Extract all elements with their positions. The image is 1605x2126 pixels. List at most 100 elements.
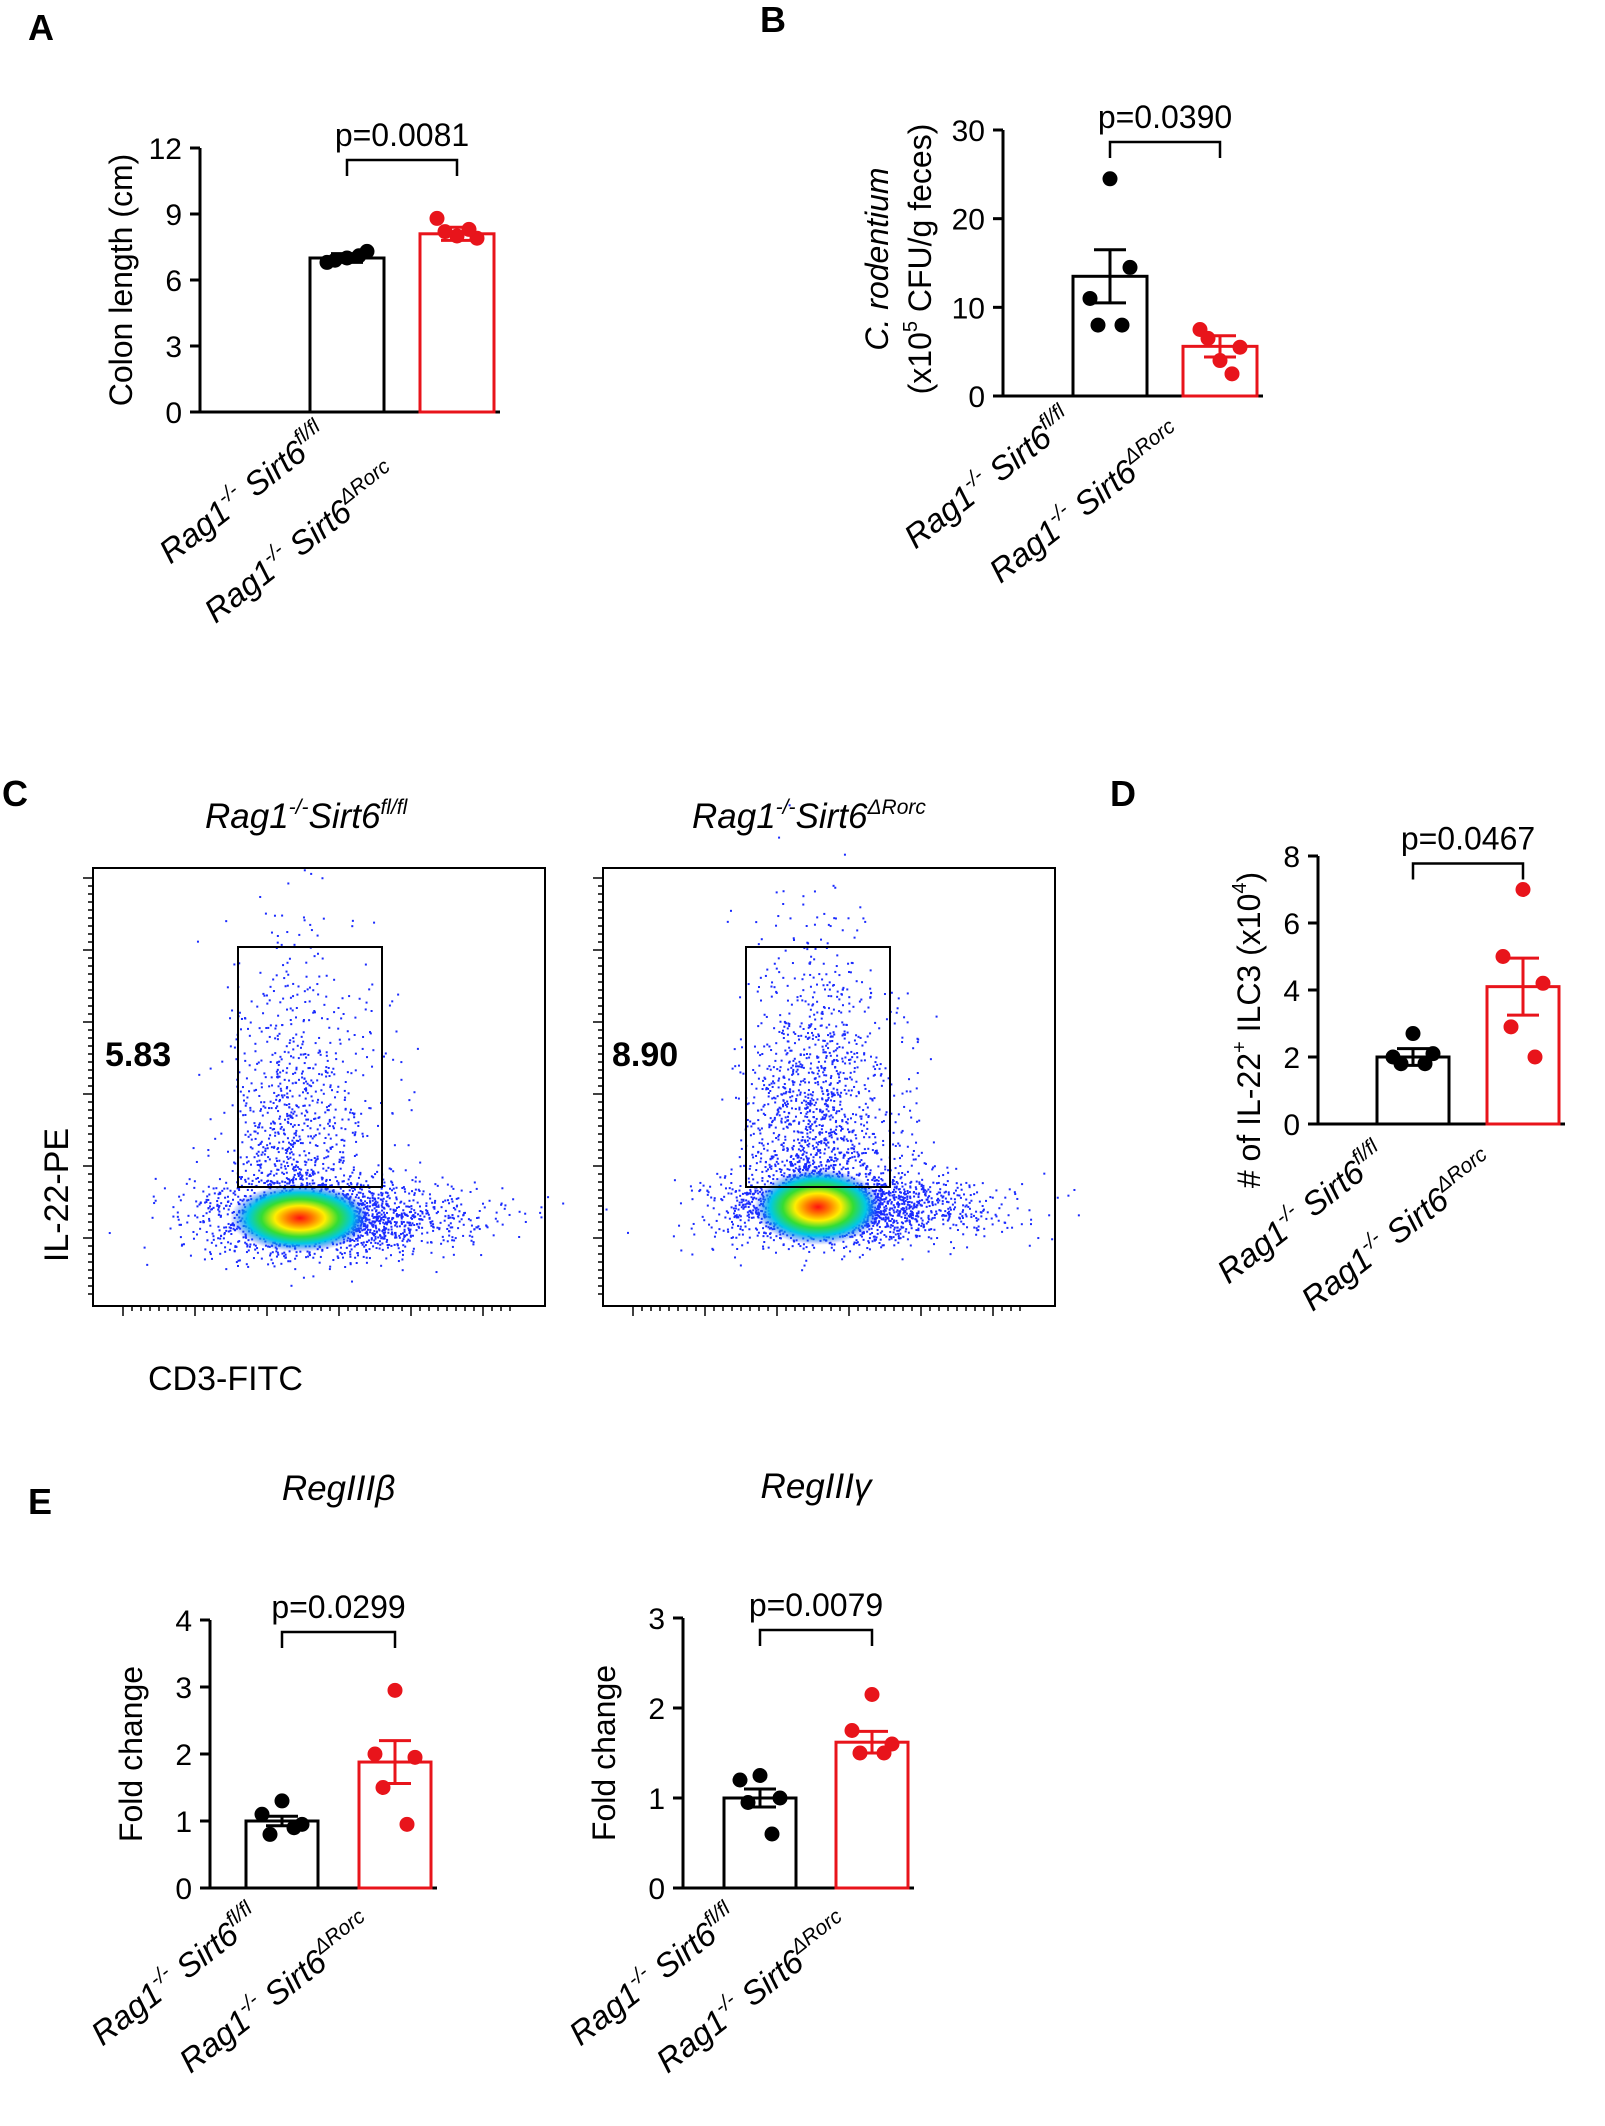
bar-control <box>244 1819 320 1890</box>
y-tick-label: 1 <box>648 1783 665 1816</box>
data-point-knockout <box>1503 1019 1519 1035</box>
y-tick-label: 0 <box>648 1873 665 1906</box>
data-point-knockout <box>367 1746 383 1762</box>
flow-left-density-core <box>230 1184 370 1252</box>
data-point-knockout <box>1527 1049 1543 1065</box>
y-tick-label: 4 <box>175 1605 192 1638</box>
data-point-control <box>286 1820 302 1836</box>
data-point-control <box>1393 1056 1409 1072</box>
data-point-knockout <box>407 1749 423 1765</box>
flow-right-density-core <box>754 1169 882 1245</box>
data-point-control <box>764 1826 780 1842</box>
data-point-control <box>327 252 343 268</box>
panel-letter-e: E <box>28 1481 52 1522</box>
data-point-control <box>1405 1026 1421 1042</box>
data-point-control <box>262 1826 278 1842</box>
p-value-label: p=0.0081 <box>335 117 469 153</box>
data-point-knockout <box>1535 975 1551 991</box>
data-point-knockout <box>844 1723 860 1738</box>
data-point-knockout <box>461 221 477 237</box>
data-point-knockout <box>864 1687 880 1702</box>
p-value-label: p=0.0390 <box>1098 99 1232 135</box>
data-point-control <box>1082 290 1098 306</box>
y-axis-label-units: (x105 CFU/g feces) <box>900 124 938 395</box>
data-point-knockout <box>437 224 453 240</box>
flow-axis-ticks <box>83 877 1021 1316</box>
y-tick-label: 2 <box>648 1693 665 1726</box>
flow-y-axis-label: IL-22-PE <box>38 1128 76 1262</box>
flow-left-plot-frame <box>92 867 546 1307</box>
data-point-knockout <box>429 210 445 226</box>
data-point-control <box>351 248 367 264</box>
panel-letter-b: B <box>760 0 786 40</box>
flow-x-axis-label: CD3-FITC <box>148 1360 303 1398</box>
y-tick-label: 9 <box>165 199 182 232</box>
data-point-knockout <box>1224 366 1240 382</box>
bar-knockout <box>834 1740 910 1890</box>
bar-control <box>722 1796 798 1890</box>
y-axis-label: Fold change <box>113 1666 149 1842</box>
y-tick-label: 0 <box>175 1873 192 1906</box>
y-tick-label: 3 <box>175 1672 192 1705</box>
y-axis-label: Colon length (cm) <box>103 154 139 407</box>
data-point-knockout <box>375 1780 391 1795</box>
data-point-control <box>772 1790 788 1806</box>
significance-bracket <box>345 158 459 176</box>
y-tick-label: 12 <box>149 133 182 166</box>
significance-bracket <box>758 1628 874 1646</box>
y-axis-label-species: C. rodentium <box>859 167 895 350</box>
y-axis-label: # of IL-22+ ILC3 (x104) <box>1229 872 1267 1188</box>
y-tick-label: 3 <box>165 331 182 364</box>
data-point-knockout <box>1200 330 1216 346</box>
y-tick-label: 4 <box>1283 975 1300 1008</box>
data-point-control <box>1114 317 1130 333</box>
y-tick-label: 30 <box>952 115 985 148</box>
y-tick-label: 6 <box>165 265 182 298</box>
data-point-knockout <box>387 1682 403 1698</box>
flow-left-title: Rag1-/-Sirt6fl/fl <box>205 796 409 836</box>
flow-panel: Rag1-/-Sirt6fl/fl Rag1-/-Sirt6ΔRorc 5.83… <box>38 796 1080 1398</box>
chart-title: RegIIIβ <box>282 1469 395 1508</box>
y-tick-label: 2 <box>175 1739 192 1772</box>
data-point-control <box>732 1772 748 1788</box>
y-tick-label: 20 <box>952 204 985 237</box>
y-tick-label: 10 <box>952 292 985 325</box>
flow-left-gate-percent: 5.83 <box>105 1036 171 1074</box>
y-tick-label: 0 <box>968 381 985 414</box>
y-tick-label: 1 <box>175 1806 192 1839</box>
y-tick-label: 2 <box>1283 1042 1300 1075</box>
y-axis-label: Fold change <box>586 1665 622 1841</box>
data-point-control <box>1090 317 1106 333</box>
panel-letter-a: A <box>28 7 54 48</box>
bar-control <box>308 256 386 414</box>
y-tick-label: 0 <box>165 397 182 430</box>
data-point-control <box>1102 171 1118 187</box>
flow-right-title: Rag1-/-Sirt6ΔRorc <box>692 796 926 836</box>
data-point-control <box>1425 1046 1441 1062</box>
data-point-knockout <box>1212 353 1228 369</box>
data-point-control <box>1417 1056 1433 1072</box>
data-point-knockout <box>876 1745 892 1761</box>
flow-left-gate <box>237 946 383 1188</box>
bar-control <box>1375 1055 1451 1126</box>
flow-right-gate-percent: 8.90 <box>612 1036 678 1074</box>
data-point-control <box>274 1793 290 1809</box>
y-tick-label: 8 <box>1283 841 1300 874</box>
data-point-knockout <box>1515 882 1531 897</box>
significance-bracket <box>1411 862 1525 880</box>
category-label-knockout: Rag1-/- Sirt6ΔRorc <box>1293 1142 1502 1317</box>
data-point-knockout <box>399 1816 415 1832</box>
panel-letter-d: D <box>1110 773 1136 814</box>
data-point-control <box>254 1806 270 1822</box>
data-point-control <box>740 1795 756 1810</box>
p-value-label: p=0.0299 <box>271 1589 405 1625</box>
p-value-label: p=0.0467 <box>1401 821 1535 857</box>
bar-knockout <box>418 232 496 414</box>
data-point-knockout <box>1232 339 1248 355</box>
